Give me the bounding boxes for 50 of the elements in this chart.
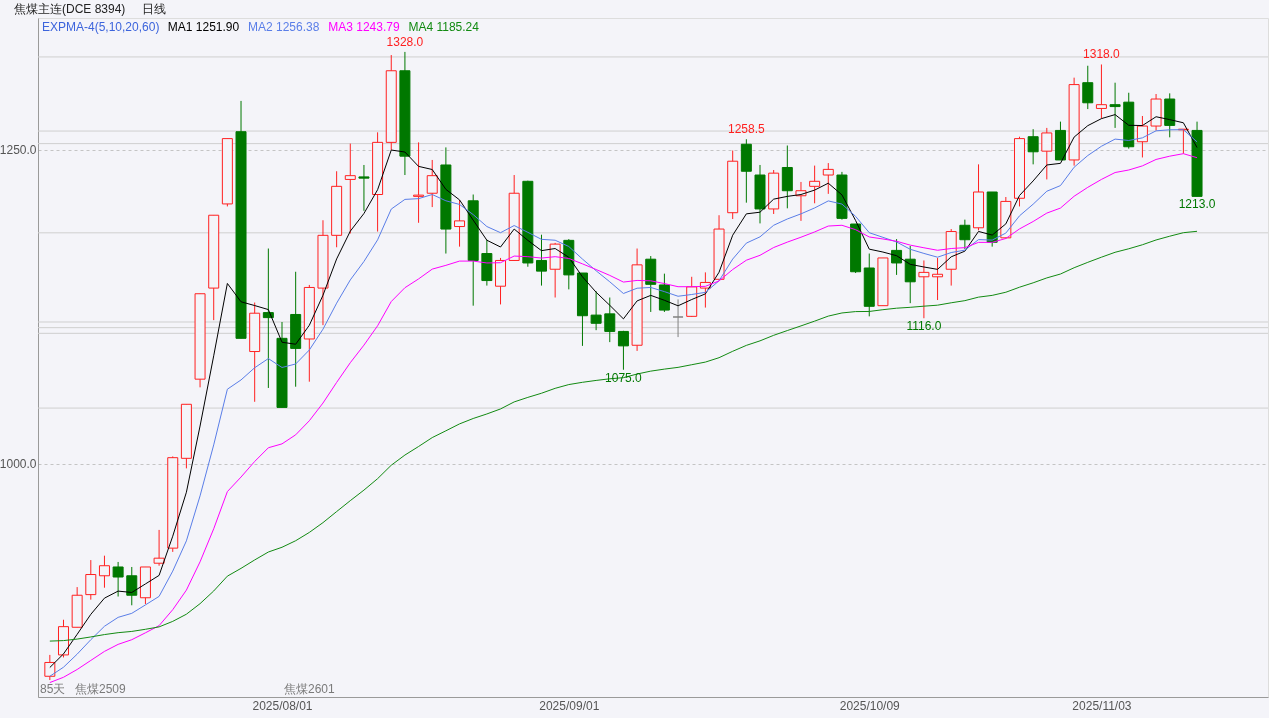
candlestick	[604, 297, 616, 343]
line-series	[49, 230, 1198, 642]
text: MA2 1256.38	[248, 20, 320, 34]
candlestick	[822, 162, 834, 195]
legend-title: EXPMA-4(5,10,20,60)	[42, 20, 160, 34]
candlestick	[454, 199, 466, 248]
candlestick	[358, 164, 370, 212]
candlestick	[1095, 63, 1107, 119]
annotation: 1258.5	[728, 122, 766, 137]
candlestick	[535, 234, 547, 287]
text: MA3 1243.79	[328, 20, 400, 34]
candlestick	[1136, 115, 1148, 158]
x-tick-label: 2025/08/01	[252, 698, 313, 713]
candlestick	[98, 555, 110, 589]
candlestick	[1109, 82, 1121, 129]
candlestick	[781, 145, 793, 209]
candlestick	[1082, 65, 1094, 110]
x-tick-label: 2025/09/01	[539, 698, 600, 713]
annotation: 焦煤2601	[284, 682, 336, 696]
candlestick	[672, 298, 684, 338]
text: MA1 1251.90	[167, 20, 240, 34]
candlestick	[413, 141, 425, 224]
annotation: 焦煤2509	[75, 682, 127, 696]
y-tick-label: 1000.0	[0, 457, 37, 472]
x-tick-label: 2025/11/03	[1072, 698, 1132, 713]
annotation: 1116.0	[906, 319, 942, 334]
candlestick	[344, 143, 356, 234]
text: MA4 1185.24	[408, 20, 480, 34]
candlestick	[617, 330, 629, 371]
candlestick	[85, 559, 97, 601]
chart-subtitle: 日线	[142, 2, 166, 16]
candlestick	[959, 219, 971, 250]
annotation: 85天	[40, 682, 66, 696]
y-tick-label: 1250.0	[0, 143, 37, 158]
chart-title: 焦煤主连(DCE 8394)	[14, 2, 126, 16]
candlestick	[891, 238, 903, 276]
candlestick	[112, 561, 124, 597]
annotation: 1318.0	[1083, 47, 1121, 62]
annotation: 1328.0	[386, 34, 424, 49]
annotation: 1213.0	[1178, 197, 1216, 212]
x-tick-label: 2025/10/09	[839, 698, 901, 713]
candlestick	[153, 529, 165, 567]
candlestick	[1041, 127, 1053, 180]
candlestick	[1027, 128, 1039, 165]
candlestick	[426, 159, 438, 208]
candlestick	[590, 290, 602, 331]
candlestick	[918, 259, 930, 319]
candlestick	[809, 165, 821, 204]
candlestick	[126, 566, 138, 606]
candlestick	[904, 245, 916, 304]
